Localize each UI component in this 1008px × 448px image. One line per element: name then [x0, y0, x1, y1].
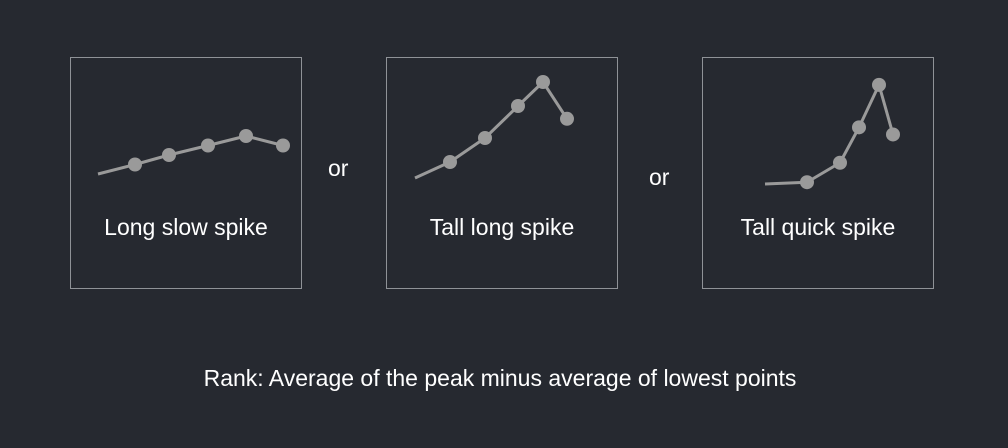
or-separator: or	[328, 155, 349, 181]
data-point	[852, 120, 866, 135]
or-separator: or	[649, 164, 670, 190]
data-point	[886, 127, 900, 142]
sparkline-chart	[414, 75, 574, 180]
rank-caption: Rank: Average of the peak minus average …	[203, 365, 797, 391]
data-point	[560, 111, 574, 126]
data-point	[201, 138, 215, 153]
data-point	[833, 155, 847, 170]
series-line	[764, 83, 895, 186]
data-point	[239, 129, 253, 143]
panel-label: Tall quick spike	[740, 214, 896, 240]
panel-label: Tall long spike	[429, 214, 575, 240]
data-point	[162, 148, 176, 162]
data-point	[276, 138, 290, 153]
panel-label: Long slow spike	[104, 214, 268, 240]
data-point	[443, 155, 457, 169]
series-line	[97, 134, 284, 176]
data-point	[872, 77, 886, 92]
data-point	[478, 131, 492, 145]
data-point	[511, 99, 525, 113]
data-point	[800, 175, 814, 190]
data-point	[128, 157, 142, 172]
panel-tall-quick-spike: Tall quick spike	[702, 57, 934, 289]
data-point	[536, 75, 550, 89]
sparkline-chart	[764, 77, 900, 190]
panel-tall-long-spike: Tall long spike	[386, 57, 618, 289]
sparkline-chart	[97, 129, 290, 176]
series-line	[414, 80, 569, 180]
panel-long-slow-spike: Long slow spike	[70, 57, 302, 289]
